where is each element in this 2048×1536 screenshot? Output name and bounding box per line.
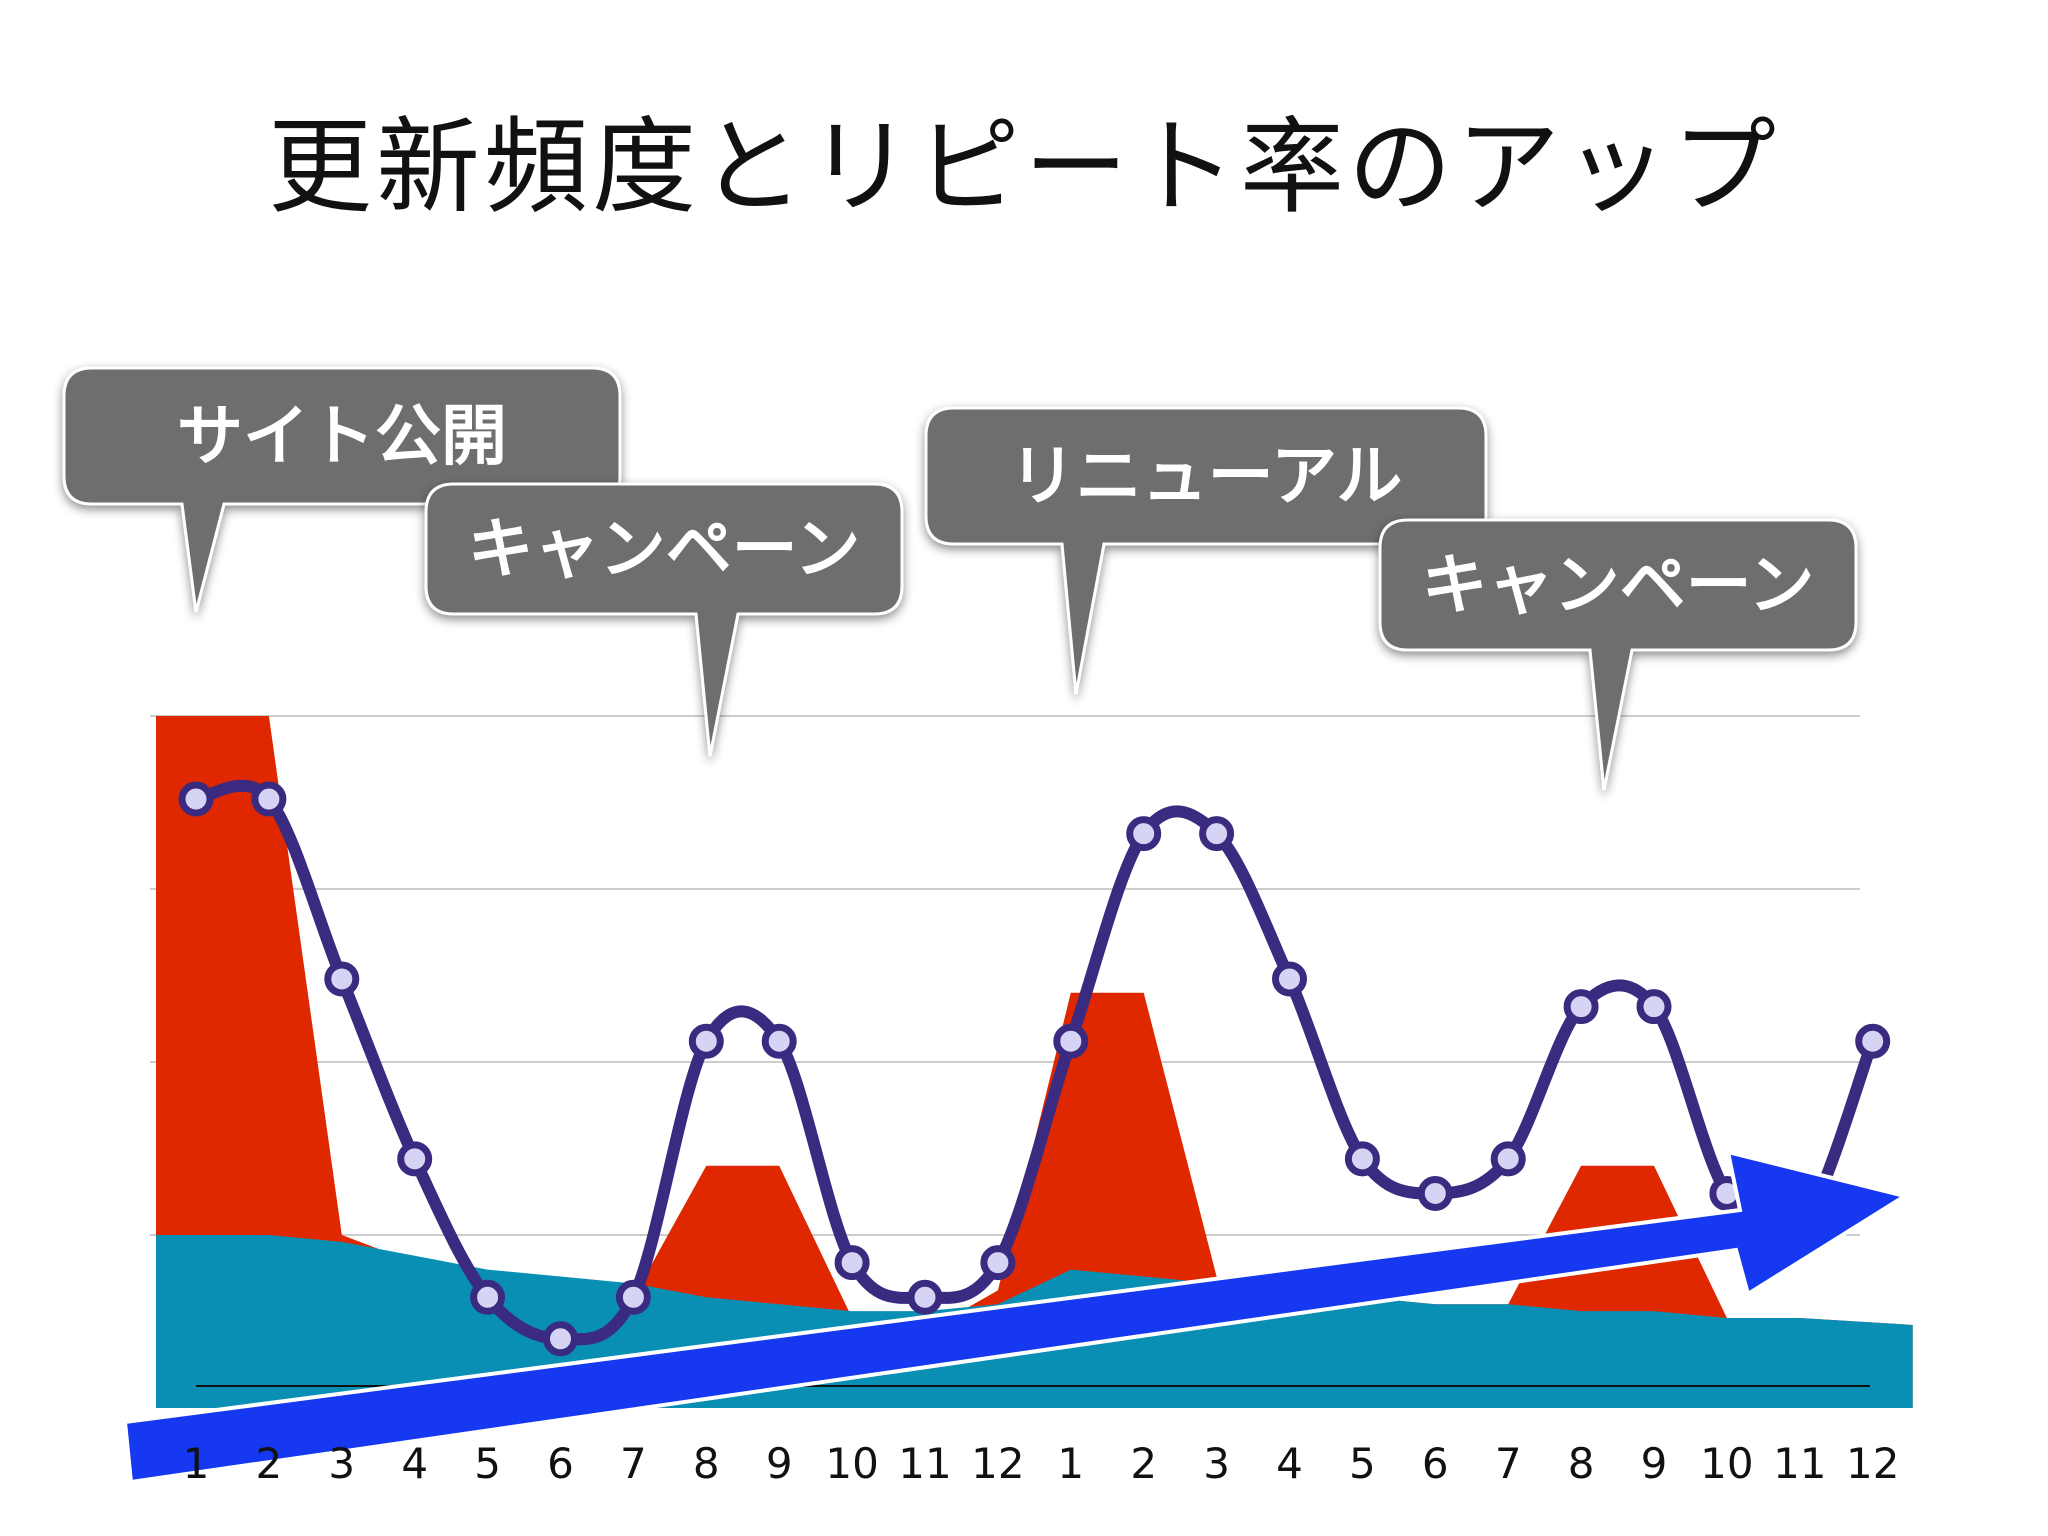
x-tick-label: 4: [401, 1439, 428, 1488]
x-tick-label: 6: [1422, 1439, 1449, 1488]
repeat-rate-point: [178, 781, 214, 817]
callout-2: キャンペーン: [424, 482, 904, 757]
repeat-rate-point: [251, 781, 287, 817]
x-tick-label: 2: [256, 1439, 283, 1488]
x-tick-label: 9: [766, 1439, 793, 1488]
x-tick-label: 9: [1641, 1439, 1668, 1488]
repeat-rate-point: [1272, 961, 1307, 997]
x-tick-label: 7: [620, 1439, 647, 1488]
repeat-rate-point: [397, 1141, 433, 1177]
trend-arrow: [122, 1149, 1911, 1485]
callout-label: リニューアル: [1010, 438, 1403, 515]
page-title: 更新頻度とリピート率のアップ: [267, 106, 1780, 228]
x-tick-label: 3: [328, 1439, 355, 1488]
repeat-rate-point: [1855, 1023, 1891, 1059]
repeat-rate-point: [543, 1321, 578, 1357]
callout-bubble: [1378, 518, 1858, 791]
x-tick-label: 7: [1495, 1439, 1522, 1488]
x-tick-label: 12: [971, 1439, 1024, 1488]
repeat-rate-point: [1563, 989, 1599, 1025]
callout-bubble: [924, 406, 1488, 695]
callout-1: サイト公開: [62, 366, 622, 613]
x-tick-label: 2: [1130, 1439, 1157, 1488]
repeat-rate-point: [324, 961, 360, 997]
repeat-rate-point: [761, 1023, 797, 1059]
repeat-rate-line: [190, 779, 1879, 1346]
x-tick-label: 10: [1700, 1439, 1753, 1488]
repeat-rate-point: [688, 1023, 724, 1059]
callout-4: キャンペーン: [1378, 518, 1858, 791]
x-tick-label: 1: [183, 1439, 210, 1488]
repeat-rate-point: [470, 1279, 506, 1315]
repeat-rate-point: [1199, 816, 1235, 852]
x-tick-label: 6: [547, 1439, 574, 1488]
repeat-rate-point: [1344, 1141, 1380, 1177]
callout-label: キャンペーン: [1422, 547, 1815, 624]
repeat-rate-point: [615, 1279, 651, 1315]
callout-bubble: [62, 366, 622, 613]
callout-3: リニューアル: [924, 406, 1488, 695]
x-axis-ticks: 1 2 3 4 5 6 7 8 9 10 11 12 1 2 3 4 5 6 7 8 9 10 11 12: [183, 1439, 1900, 1488]
x-tick-label: 12: [1846, 1439, 1899, 1488]
x-tick-label: 8: [693, 1439, 720, 1488]
repeat-rate-point: [907, 1279, 943, 1315]
repeat-rate-point: [1636, 989, 1672, 1025]
x-tick-label: 11: [898, 1439, 951, 1488]
x-tick-label: 10: [825, 1439, 878, 1488]
callout-label: キャンペーン: [468, 511, 861, 588]
repeat-rate-point: [1053, 1023, 1089, 1059]
x-tick-label: 1: [1057, 1439, 1084, 1488]
repeat-rate-point: [1126, 816, 1162, 852]
repeat-rate-point: [1417, 1175, 1453, 1211]
x-tick-label: 5: [474, 1439, 501, 1488]
repeat-rate-point: [980, 1245, 1016, 1281]
x-tick-label: 3: [1203, 1439, 1230, 1488]
x-tick-label: 11: [1773, 1439, 1826, 1488]
callout-label: サイト公開: [177, 398, 507, 475]
x-tick-label: 8: [1568, 1439, 1595, 1488]
x-tick-label: 5: [1349, 1439, 1376, 1488]
x-tick-label: 4: [1276, 1439, 1303, 1488]
repeat-rate-point: [834, 1245, 870, 1281]
repeat-rate-point: [1490, 1141, 1526, 1177]
callout-bubble: [424, 482, 904, 757]
